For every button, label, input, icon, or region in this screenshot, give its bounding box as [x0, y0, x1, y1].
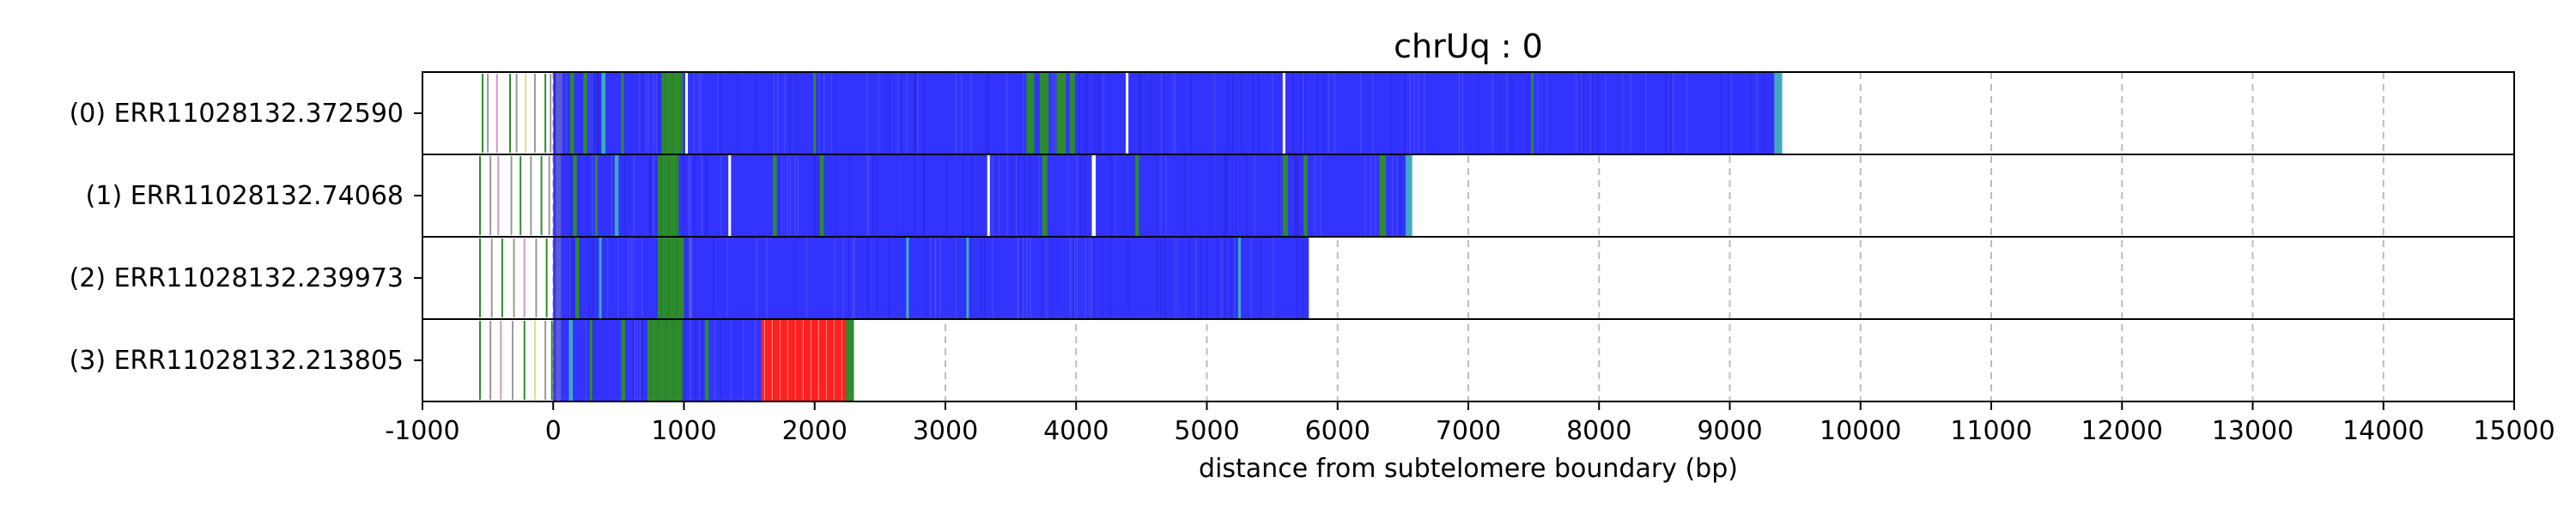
read-0-variant-2	[583, 73, 587, 154]
read-0-variant-9	[1039, 73, 1049, 154]
read-1-repeat-bar	[553, 155, 1413, 236]
x-tick-label-12: 11000	[1950, 416, 2032, 446]
read-label-1: (1) ERR11028132.74068	[86, 181, 404, 211]
chart-title: chrUq : 0	[1394, 27, 1543, 65]
x-tick-label-13: 12000	[2081, 416, 2163, 446]
x-tick-label-9: 8000	[1566, 416, 1631, 446]
read-1-variant-10	[1091, 155, 1097, 236]
read-2-variant-4	[689, 238, 692, 318]
read-2-variant-1	[575, 238, 580, 318]
x-tick-label-7: 6000	[1305, 416, 1370, 446]
read-3-variant-3	[621, 320, 625, 401]
read-1-variant-8	[987, 155, 990, 236]
x-tick-label-8: 7000	[1436, 416, 1501, 446]
read-row-3	[478, 320, 854, 401]
read-0-variant-14	[1531, 73, 1534, 154]
read-0-variant-1	[570, 73, 574, 154]
read-3-variant-1	[568, 320, 574, 401]
rows-layer: (0) ERR11028132.372590 (1) ERR11028132.74…	[70, 73, 2514, 401]
x-tick-label-10: 9000	[1697, 416, 1762, 446]
read-1-variant-15	[1405, 155, 1413, 236]
read-3-variant-5	[704, 320, 709, 401]
read-2-variant-7	[1238, 238, 1242, 318]
read-0-variant-7	[813, 73, 817, 154]
read-0-variant-11	[1069, 73, 1075, 154]
read-label-3: (3) ERR11028132.213805	[70, 346, 404, 376]
read-3-variant-2	[589, 320, 592, 401]
read-1-variant-13	[1303, 155, 1308, 236]
read-0-variant-6	[685, 73, 689, 154]
read-label-2: (2) ERR11028132.239973	[70, 263, 404, 293]
x-tick-label-1: 0	[545, 416, 562, 446]
read-0-variant-12	[1126, 73, 1129, 154]
read-1-variant-12	[1282, 155, 1288, 236]
read-1-variant-7	[819, 155, 824, 236]
read-1-variant-1	[573, 155, 577, 236]
read-2-variant-2	[598, 238, 602, 318]
x-tick-label-15: 14000	[2342, 416, 2424, 446]
x-tick-label-4: 3000	[913, 416, 978, 446]
read-label-0: (0) ERR11028132.372590	[70, 99, 404, 129]
read-2-variant-3	[658, 238, 684, 318]
x-tick-label-0: -1000	[385, 416, 459, 446]
x-tick-label-14: 13000	[2212, 416, 2293, 446]
x-tick-label-11: 10000	[1820, 416, 1901, 446]
read-1-variant-11	[1134, 155, 1139, 236]
read-1-variant-0	[556, 155, 562, 236]
read-1-variant-2	[594, 155, 598, 236]
read-0-variant-8	[1026, 73, 1035, 154]
read-row-0	[482, 73, 1783, 154]
read-2-variant-5	[906, 238, 909, 318]
read-0-repeat-bar	[553, 73, 1783, 154]
read-3-variant-4	[647, 320, 683, 401]
read-row-2	[478, 238, 1309, 318]
x-tick-label-6: 5000	[1174, 416, 1239, 446]
read-row-1	[478, 155, 1413, 236]
read-1-variant-14	[1379, 155, 1387, 236]
x-tick-label-5: 4000	[1043, 416, 1109, 446]
read-0-variant-15	[1774, 73, 1783, 154]
read-0-variant-13	[1282, 73, 1285, 154]
read-0-variant-3	[601, 73, 606, 154]
x-axis-label: distance from subtelomere boundary (bp)	[1199, 454, 1738, 484]
read-3-variant-6	[761, 320, 848, 401]
read-3-variant-7	[846, 320, 854, 401]
read-0-variant-0	[556, 73, 562, 154]
read-1-variant-5	[728, 155, 732, 236]
read-1-variant-6	[773, 155, 777, 236]
x-tick-label-16: 15000	[2473, 416, 2555, 446]
x-tick-label-3: 2000	[782, 416, 848, 446]
read-0-variant-4	[621, 73, 624, 154]
x-axis: -1000 0 1000 2000 3000 4000 5000 6000 7000 8000 90…	[385, 71, 2555, 446]
read-2-variant-6	[966, 238, 969, 318]
read-1-variant-3	[614, 155, 619, 236]
read-3-variant-0	[556, 320, 562, 401]
x-tick-label-2: 1000	[651, 416, 716, 446]
read-0-variant-10	[1056, 73, 1066, 154]
read-2-variant-0	[556, 238, 562, 318]
read-1-variant-9	[1042, 155, 1048, 236]
